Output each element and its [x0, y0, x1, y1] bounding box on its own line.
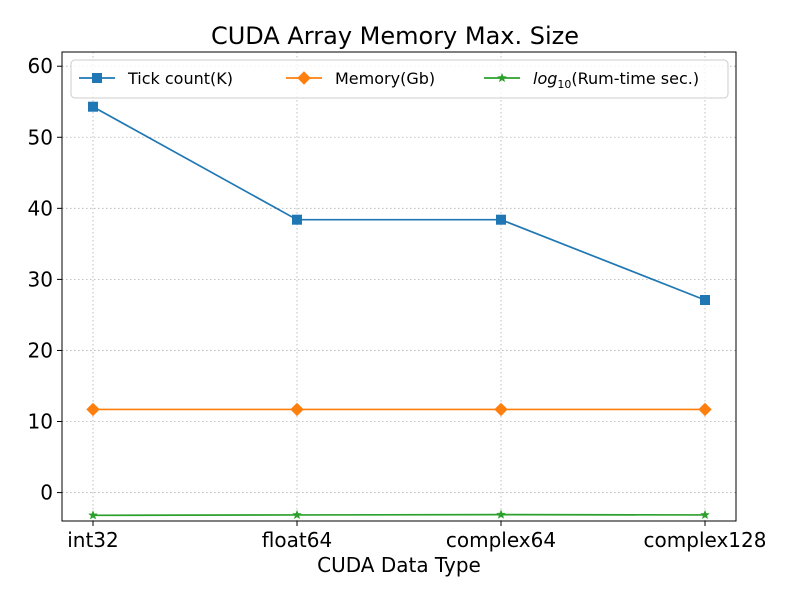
legend-marker [497, 72, 507, 83]
series-line [92, 105, 706, 301]
legend-label: Memory(Gb) [335, 69, 435, 88]
y-tick-label: 50 [28, 125, 53, 149]
y-tick-label: 30 [28, 267, 53, 291]
data-point [290, 402, 304, 417]
data-point [496, 214, 506, 225]
legend: Tick count(K) Memory(Gb) log10(Rum-time se… [70, 59, 729, 99]
data-point [88, 510, 98, 520]
legend-marker [92, 73, 102, 83]
x-axis-label: CUDA Data Type [317, 553, 481, 577]
data-point [698, 402, 712, 417]
legend-label: Tick count(K) [127, 69, 233, 88]
data-point [494, 402, 508, 417]
legend-entry-2: log10(Rum-time sec.) [484, 69, 699, 91]
x-tick-label: complex64 [446, 528, 556, 552]
data-point [700, 509, 710, 520]
legend-marker [297, 71, 311, 85]
series-2 [88, 509, 710, 520]
legend-entry-0: Tick count(K) [79, 69, 233, 88]
y-tick-label: 10 [28, 410, 53, 434]
data-point [700, 295, 710, 306]
series-group [86, 101, 712, 520]
plot-frame [61, 51, 737, 522]
x-tick-label: float64 [262, 528, 332, 552]
data-point [496, 509, 506, 519]
y-tick-label: 20 [28, 338, 53, 362]
data-point [86, 402, 100, 417]
chart-title: CUDA Array Memory Max. Size [211, 22, 579, 50]
x-tick-label: complex128 [644, 528, 767, 552]
legend-entry-1: Memory(Gb) [286, 69, 435, 88]
series-1 [86, 402, 712, 417]
legend-box [70, 59, 729, 99]
y-tick-label: 40 [28, 196, 53, 220]
series-line [92, 513, 706, 517]
data-point [292, 214, 302, 225]
y-tick-label: 0 [40, 481, 53, 505]
legend-label: log10(Rum-time sec.) [533, 69, 699, 91]
y-tick-label: 60 [28, 54, 53, 78]
x-tick-label: int32 [67, 528, 119, 552]
axis-ticks: int32 float64 complex64 complex128 0 10 20 30 40… [28, 54, 767, 552]
grid-lines [62, 52, 736, 521]
data-point [88, 101, 98, 112]
series-0 [88, 101, 710, 306]
data-point [292, 509, 302, 520]
